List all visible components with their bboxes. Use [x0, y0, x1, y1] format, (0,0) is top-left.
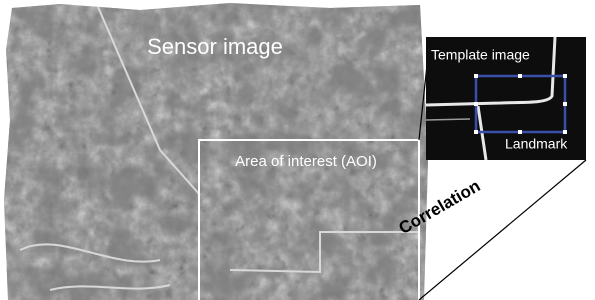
aoi-label: Area of interest (AOI): [235, 153, 377, 170]
diagram: Sensor image Area of interest (AOI) Temp…: [0, 0, 595, 300]
sensor-label: Sensor image: [147, 34, 283, 59]
page: Sensor image Area of interest (AOI) Temp…: [0, 0, 595, 300]
template-label: Template image: [431, 47, 530, 63]
landmark-label: Landmark: [505, 136, 568, 152]
connector: [419, 160, 586, 300]
